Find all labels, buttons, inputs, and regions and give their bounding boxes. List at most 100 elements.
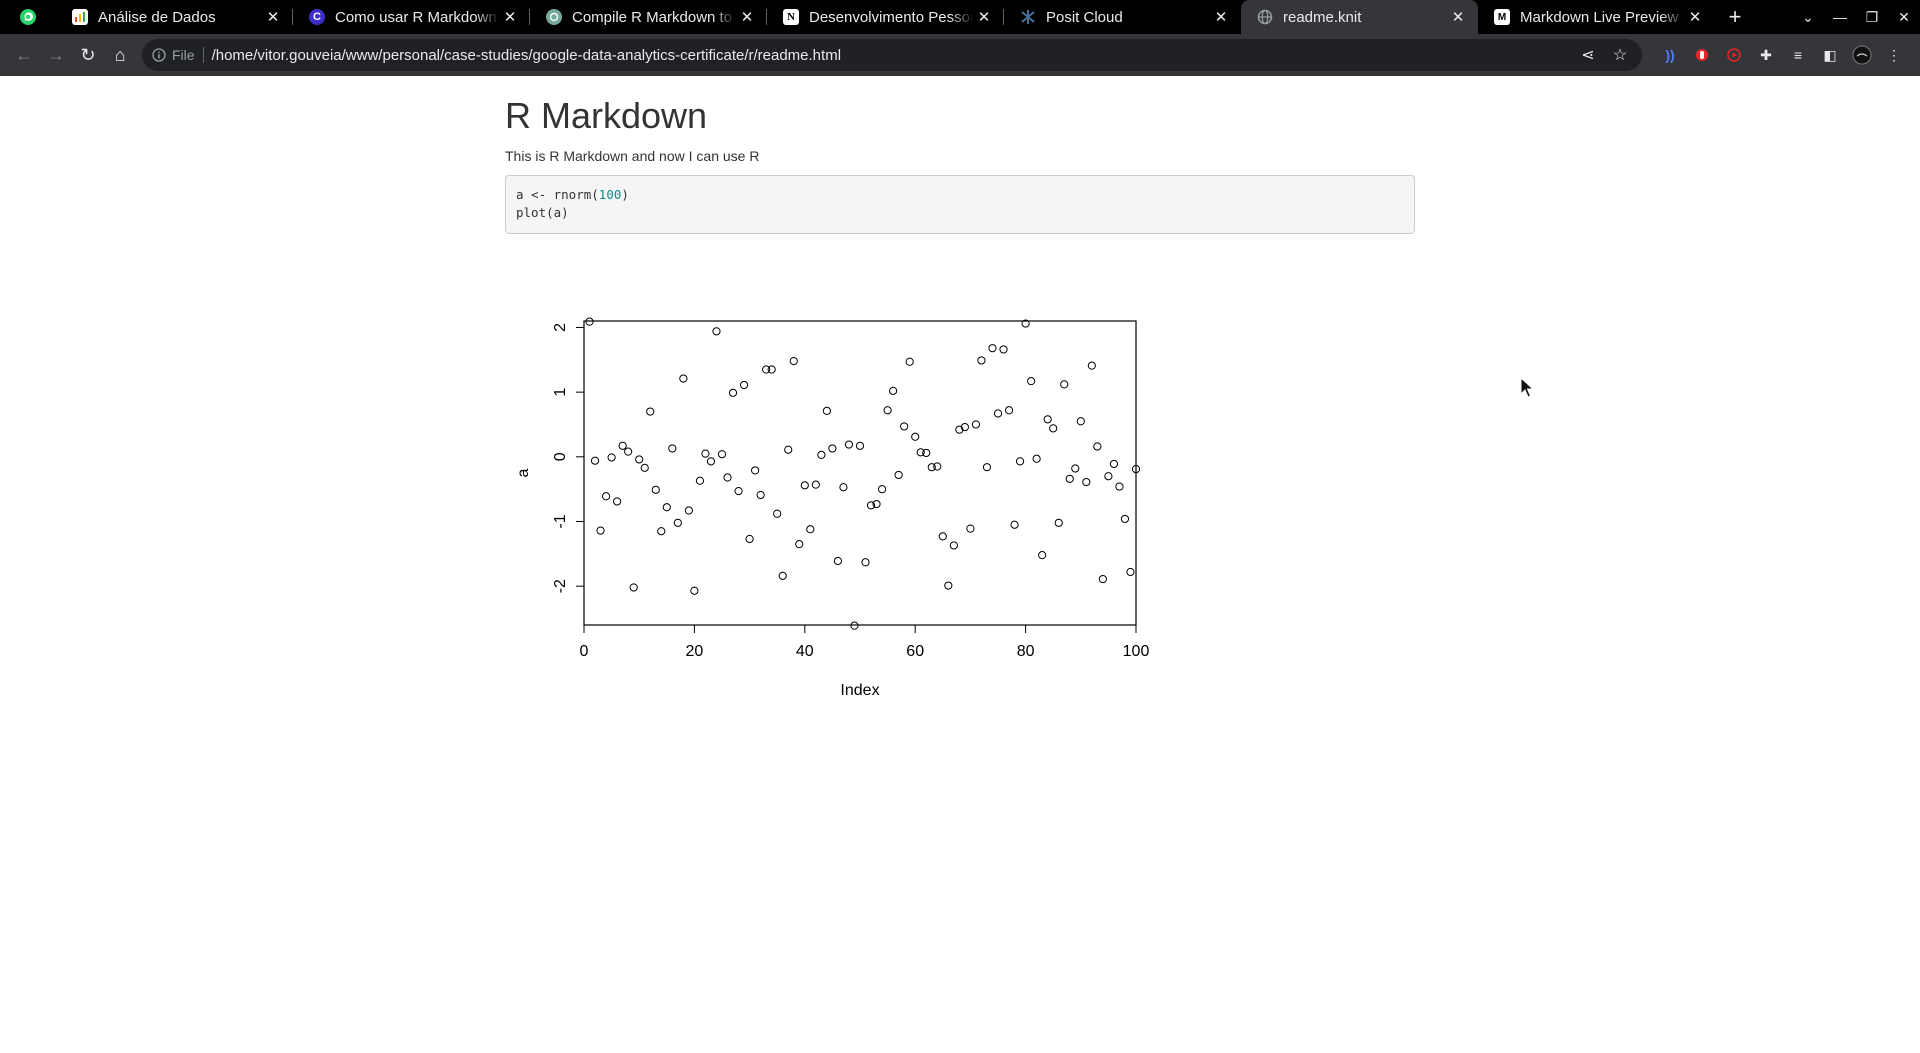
plus-icon: + <box>1728 4 1742 29</box>
data-point <box>944 581 953 590</box>
side-panel-icon[interactable]: ◧ <box>1823 46 1837 63</box>
data-point <box>679 374 688 383</box>
x-tick-label: 100 <box>1123 643 1150 660</box>
reload-button[interactable]: ↻ <box>72 39 104 71</box>
data-point <box>822 406 831 416</box>
tab-title: Desenvolvimento Pessoal <box>809 8 974 26</box>
bookmark-star-icon[interactable]: ☆ <box>1612 47 1628 64</box>
close-tab-icon[interactable]: ✕ <box>1688 9 1702 26</box>
data-point <box>1065 474 1074 483</box>
y-tick-label: 0 <box>552 452 569 461</box>
data-point <box>1120 514 1130 524</box>
data-point <box>905 357 914 366</box>
data-point <box>739 380 749 390</box>
share-icon[interactable]: ⋖ <box>1581 47 1595 64</box>
close-tab-icon[interactable]: ✕ <box>977 9 991 26</box>
url-text[interactable]: /home/vitor.gouveia/www/personal/case-st… <box>211 46 842 64</box>
data-point <box>811 480 820 489</box>
home-button[interactable]: ⌂ <box>104 39 136 71</box>
data-point <box>662 503 671 512</box>
data-point <box>1076 417 1085 426</box>
profile-avatar[interactable] <box>1846 39 1878 71</box>
close-tab-icon[interactable]: ✕ <box>1214 9 1228 26</box>
tab-strip: Análise de Dados ✕ C Como usar R Markdow… <box>0 0 1920 34</box>
scheme-label: File <box>172 47 195 63</box>
data-point <box>1021 319 1030 328</box>
tab-separator <box>529 9 530 25</box>
extensions-puzzle-icon[interactable]: ✚ <box>1760 46 1772 63</box>
data-point <box>756 490 765 500</box>
data-point <box>877 485 887 494</box>
data-point <box>800 481 809 490</box>
pinned-tab-whatsapp[interactable] <box>0 0 56 34</box>
sheets-icon <box>72 9 88 25</box>
extension-blue-icon[interactable]: )) <box>1665 47 1675 63</box>
tab-search-icon[interactable]: ⌄ <box>1802 8 1814 25</box>
y-tick-label: 1 <box>552 388 569 397</box>
data-point <box>927 463 936 472</box>
close-window-icon[interactable]: ✕ <box>1898 8 1910 25</box>
data-point <box>817 450 826 459</box>
tab-posit-cloud[interactable]: Posit Cloud ✕ <box>1004 0 1241 34</box>
data-point <box>695 476 705 485</box>
site-info-button[interactable]: File <box>152 47 195 63</box>
globe-icon <box>1257 9 1273 25</box>
data-point <box>839 483 848 492</box>
data-point <box>866 501 876 510</box>
back-button[interactable]: ← <box>8 39 40 71</box>
data-point <box>1082 477 1091 487</box>
data-point <box>1104 472 1113 481</box>
page-heading: R Markdown <box>505 95 708 136</box>
close-tab-icon[interactable]: ✕ <box>1451 9 1465 26</box>
extension-red-icon[interactable] <box>1686 39 1718 71</box>
data-point <box>723 473 732 482</box>
notion-icon: N <box>783 9 799 25</box>
data-point <box>1126 567 1135 577</box>
tab-compile-r-markdown[interactable]: Compile R Markdown to H ✕ <box>530 0 767 34</box>
address-bar[interactable]: File /home/vitor.gouveia/www/personal/ca… <box>142 39 1642 71</box>
data-point <box>855 441 865 450</box>
minimize-icon[interactable]: — <box>1833 9 1847 25</box>
extension-record-icon[interactable] <box>1718 39 1750 71</box>
data-point <box>850 621 859 630</box>
data-point <box>668 444 677 453</box>
data-point <box>640 463 649 472</box>
mouse-cursor-icon <box>1520 377 1534 398</box>
plot-svg: 0 20 40 60 80 100 -2 -1 0 1 2 Index a <box>515 317 1150 699</box>
close-tab-icon[interactable]: ✕ <box>503 9 517 26</box>
data-point <box>751 466 760 475</box>
tab-como-usar-r-markdown[interactable]: C Como usar R Markdown e ✕ <box>293 0 530 34</box>
menu-kebab-icon[interactable]: ⋮ <box>1887 46 1901 63</box>
close-tab-icon[interactable]: ✕ <box>740 9 754 26</box>
media-controls-icon[interactable]: ≡ <box>1793 47 1803 63</box>
tab-readme-knit[interactable]: readme.knit ✕ <box>1241 0 1478 34</box>
tab-analise-de-dados[interactable]: Análise de Dados ✕ <box>56 0 293 34</box>
tab-title: Como usar R Markdown e <box>335 8 500 26</box>
new-tab-button[interactable]: + <box>1715 0 1755 34</box>
whatsapp-icon <box>20 9 36 25</box>
code-line-2: plot(a) <box>516 204 569 220</box>
restore-icon[interactable]: ❐ <box>1865 8 1879 25</box>
data-point <box>1010 520 1019 529</box>
arrow-right-icon: → <box>47 44 65 65</box>
data-point <box>601 492 611 501</box>
data-point <box>833 556 843 566</box>
data-point <box>894 470 903 480</box>
data-point <box>728 388 738 397</box>
data-point <box>734 487 743 496</box>
forward-button[interactable]: → <box>40 39 72 71</box>
data-point <box>745 534 754 544</box>
tab-title: Análise de Dados <box>98 8 216 26</box>
tab-desenvolvimento-pessoal[interactable]: N Desenvolvimento Pessoal ✕ <box>767 0 1004 34</box>
reload-icon: ↻ <box>80 44 96 65</box>
data-point <box>1015 457 1025 466</box>
tab-title: Posit Cloud <box>1046 8 1123 26</box>
data-point <box>938 532 947 541</box>
data-point <box>646 407 655 416</box>
data-point <box>1004 406 1014 415</box>
data-point <box>861 558 870 567</box>
close-tab-icon[interactable]: ✕ <box>266 9 280 26</box>
tab-markdown-live-preview[interactable]: M Markdown Live Preview ✕ <box>1478 0 1715 34</box>
data-point <box>999 345 1008 354</box>
arrow-left-icon: ← <box>15 44 33 65</box>
